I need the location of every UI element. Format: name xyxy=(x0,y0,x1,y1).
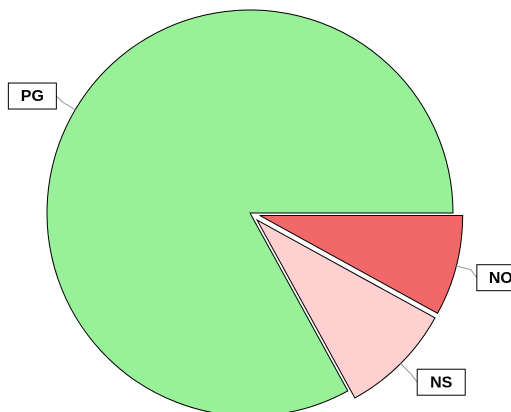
slice-label: NO xyxy=(489,270,511,287)
slice-label: PG xyxy=(21,88,44,105)
leader-line xyxy=(456,265,478,279)
slice-label: NS xyxy=(430,374,453,391)
label-box xyxy=(476,264,511,292)
pie-slice xyxy=(255,218,436,399)
pie-slice xyxy=(259,214,464,314)
label-box xyxy=(416,368,466,396)
leader-line xyxy=(56,95,76,111)
leader-line xyxy=(400,363,418,383)
label-box xyxy=(7,82,57,110)
